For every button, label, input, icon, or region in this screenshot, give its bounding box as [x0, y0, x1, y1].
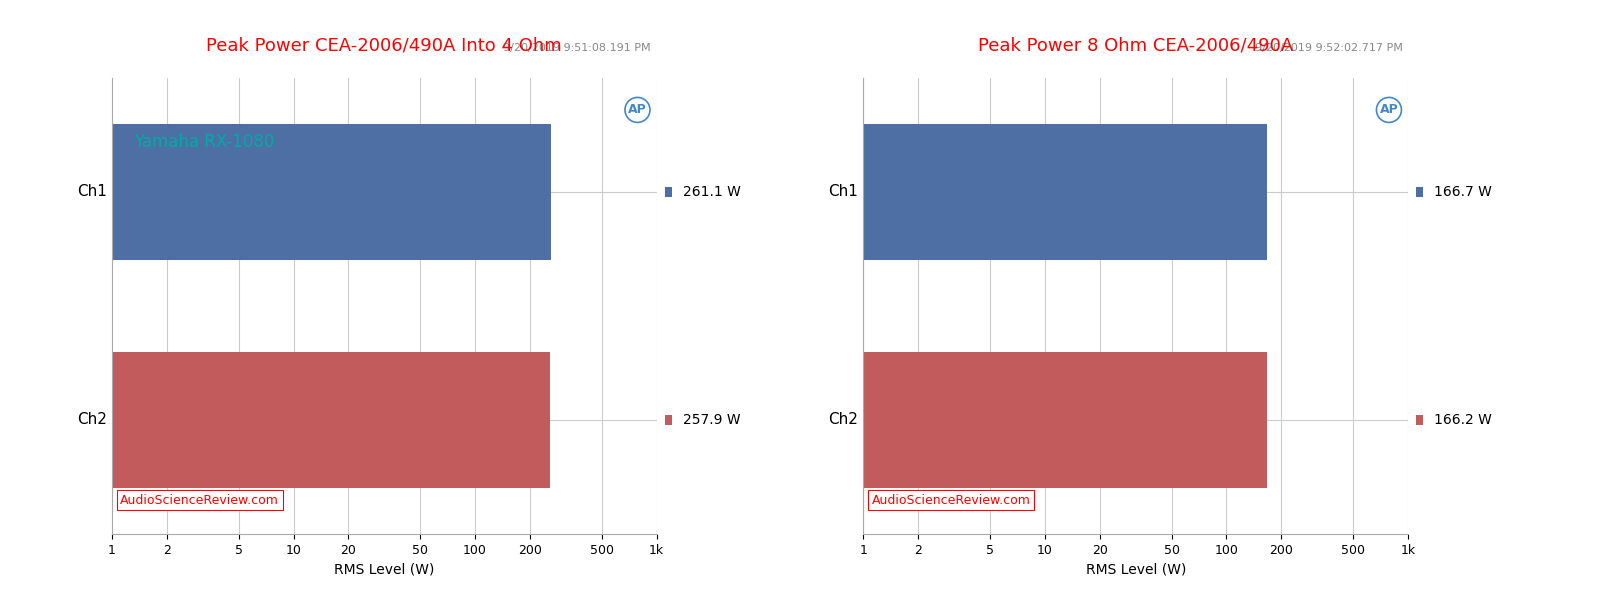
Text: 166.2 W: 166.2 W [1434, 413, 1493, 427]
Text: 166.7 W: 166.7 W [1434, 185, 1493, 199]
Bar [864, 124, 1267, 260]
Text: AP: AP [1379, 103, 1398, 116]
Text: Ch2: Ch2 [829, 413, 858, 427]
Title: Peak Power CEA-2006/490A Into 4 Ohm: Peak Power CEA-2006/490A Into 4 Ohm [206, 36, 562, 54]
Bar [664, 415, 672, 425]
Text: AudioScienceReview.com: AudioScienceReview.com [120, 494, 278, 506]
Text: 9/20/2019 9:51:08.191 PM: 9/20/2019 9:51:08.191 PM [504, 43, 651, 53]
Bar [1416, 415, 1424, 425]
Bar [112, 124, 550, 260]
Bar [112, 352, 550, 488]
Title: Peak Power 8 Ohm CEA-2006/490A: Peak Power 8 Ohm CEA-2006/490A [978, 36, 1293, 54]
Text: Yamaha RX-1080: Yamaha RX-1080 [134, 133, 274, 151]
Text: 9/20/2019 9:52:02.717 PM: 9/20/2019 9:52:02.717 PM [1254, 43, 1403, 53]
Text: Ch2: Ch2 [77, 413, 107, 427]
Text: Ch1: Ch1 [77, 185, 107, 199]
Bar [664, 187, 672, 197]
Text: AudioScienceReview.com: AudioScienceReview.com [872, 494, 1030, 506]
Bar [1416, 187, 1424, 197]
Text: Ch1: Ch1 [829, 185, 858, 199]
Bar [864, 352, 1267, 488]
X-axis label: RMS Level (W): RMS Level (W) [334, 562, 435, 576]
Text: AP: AP [629, 103, 646, 116]
Text: 261.1 W: 261.1 W [683, 185, 741, 199]
X-axis label: RMS Level (W): RMS Level (W) [1085, 562, 1186, 576]
Text: 257.9 W: 257.9 W [683, 413, 741, 427]
